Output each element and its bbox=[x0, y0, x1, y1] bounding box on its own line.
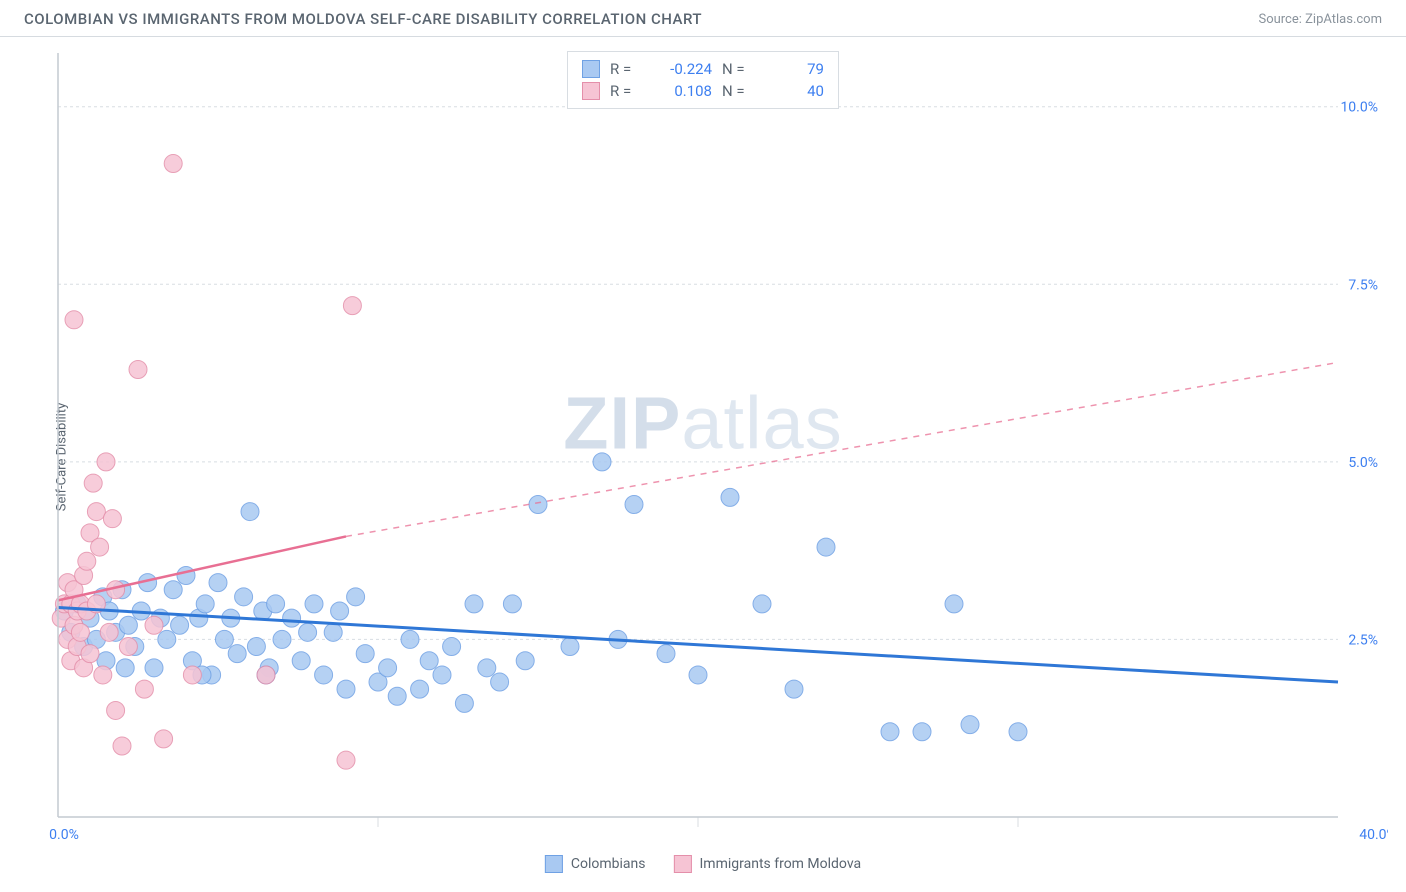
n-label: N = bbox=[722, 60, 750, 78]
svg-text:7.5%: 7.5% bbox=[1348, 277, 1378, 293]
n-label: N = bbox=[722, 82, 750, 100]
svg-text:0.0%: 0.0% bbox=[49, 827, 79, 843]
svg-text:40.0%: 40.0% bbox=[1359, 827, 1388, 843]
chart-title: COLOMBIAN VS IMMIGRANTS FROM MOLDOVA SEL… bbox=[24, 10, 702, 28]
bottom-legend: Colombians Immigrants from Moldova bbox=[545, 855, 861, 873]
chart-source: Source: ZipAtlas.com bbox=[1258, 12, 1382, 27]
legend-label-moldova: Immigrants from Moldova bbox=[699, 856, 861, 872]
stats-row-pink: R = 0.108 N = 40 bbox=[582, 80, 824, 102]
n-value-pink: 40 bbox=[760, 82, 824, 100]
n-value-blue: 79 bbox=[760, 60, 824, 78]
chart-header: COLOMBIAN VS IMMIGRANTS FROM MOLDOVA SEL… bbox=[0, 0, 1406, 37]
legend-item-colombians: Colombians bbox=[545, 855, 646, 873]
svg-text:10.0%: 10.0% bbox=[1340, 100, 1378, 116]
svg-text:5.0%: 5.0% bbox=[1348, 455, 1378, 471]
legend-item-moldova: Immigrants from Moldova bbox=[673, 855, 861, 873]
stats-row-blue: R = -0.224 N = 79 bbox=[582, 58, 824, 80]
swatch-pink-icon bbox=[582, 82, 600, 100]
r-label: R = bbox=[610, 82, 638, 100]
correlation-stats-box: R = -0.224 N = 79 R = 0.108 N = 40 bbox=[567, 51, 839, 109]
scatter-plot: 2.5% 5.0% 7.5% 10.0% 0.0% 40.0% bbox=[48, 47, 1388, 847]
r-value-pink: 0.108 bbox=[648, 82, 712, 100]
svg-text:2.5%: 2.5% bbox=[1348, 632, 1378, 648]
swatch-pink-icon bbox=[673, 855, 691, 873]
legend-label-colombians: Colombians bbox=[571, 856, 646, 872]
swatch-blue-icon bbox=[545, 855, 563, 873]
r-label: R = bbox=[610, 60, 638, 78]
chart-area: Self-Care Disability ZIPatlas 2.5%5.0%7.… bbox=[0, 37, 1406, 877]
swatch-blue-icon bbox=[582, 60, 600, 78]
r-value-blue: -0.224 bbox=[648, 60, 712, 78]
